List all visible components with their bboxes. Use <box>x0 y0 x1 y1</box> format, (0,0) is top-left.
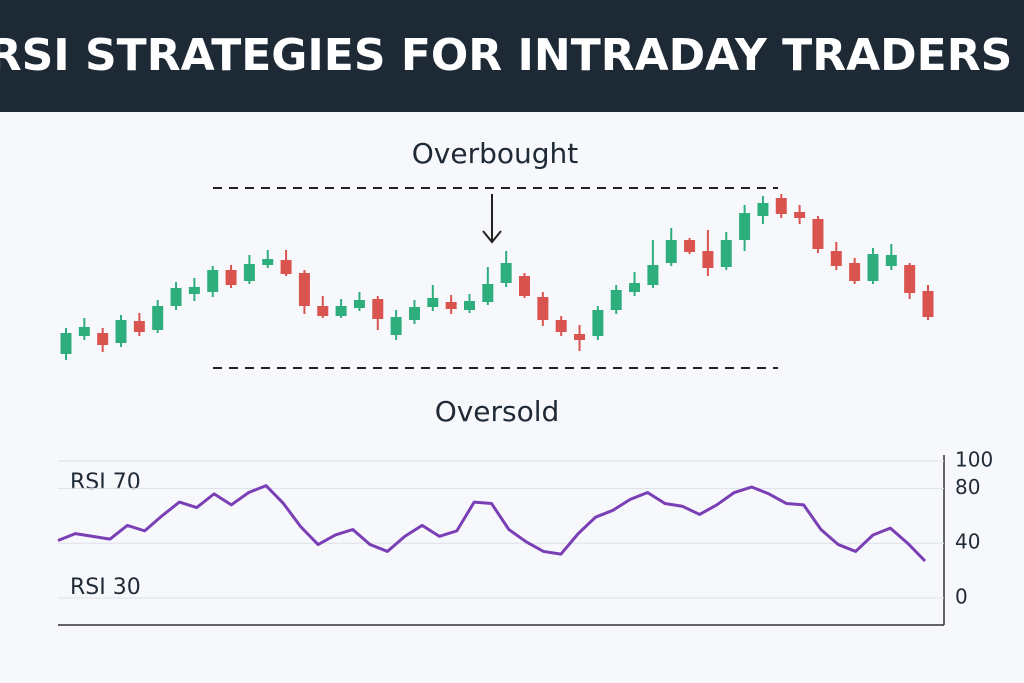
candle-body <box>280 260 292 274</box>
candle-body <box>335 306 347 316</box>
candle-body <box>849 263 861 281</box>
y-tick-label: 0 <box>955 585 968 609</box>
candle-body <box>647 265 659 285</box>
arrow <box>482 194 502 244</box>
candle-body <box>665 240 677 263</box>
y-tick-label: 100 <box>955 448 993 472</box>
overbought-label: Overbought <box>412 137 579 170</box>
candle-body <box>372 299 384 319</box>
candle-body <box>537 297 549 320</box>
candle-body <box>885 255 897 266</box>
candle-body <box>60 333 72 354</box>
candle-body <box>225 270 237 285</box>
candle-body <box>720 240 732 267</box>
candle-body <box>757 203 769 216</box>
y-tick-label: 80 <box>955 475 980 499</box>
candle-body <box>262 259 274 265</box>
candle-body <box>427 298 439 307</box>
candle-body <box>574 334 586 340</box>
candle-body <box>152 306 164 330</box>
candle-body <box>739 213 751 240</box>
candle-body <box>500 263 512 283</box>
candle-body <box>592 310 604 336</box>
candle-body <box>463 301 475 310</box>
candle-body <box>390 317 402 335</box>
candle-body <box>775 198 787 214</box>
oversold-label: Oversold <box>435 395 560 428</box>
candle-body <box>629 283 641 292</box>
title-bar <box>0 0 1024 112</box>
y-tick-label: 40 <box>955 530 980 554</box>
candle-body <box>867 254 879 281</box>
candle-body <box>684 240 696 252</box>
candle-body <box>188 287 200 294</box>
candle-body <box>78 327 90 336</box>
candle-body <box>922 291 934 317</box>
rsi-70-label: RSI 70 <box>70 470 141 495</box>
candle-body <box>353 300 365 308</box>
rsi-30-label: RSI 30 <box>70 575 141 600</box>
candle-body <box>298 273 310 306</box>
candle-body <box>170 288 182 306</box>
candle-body <box>97 333 109 345</box>
candle-body <box>408 307 420 320</box>
candle-body <box>794 212 806 218</box>
candle-body <box>904 265 916 293</box>
candle-body <box>482 284 494 302</box>
candle-body <box>317 306 329 316</box>
candle-body <box>519 276 531 296</box>
candle-body <box>702 251 714 268</box>
candle-body <box>207 270 219 292</box>
rsi-line <box>57 484 927 563</box>
title: RSI STRATEGIES FOR INTRADAY TRADERS <box>0 30 1012 81</box>
candle-body <box>445 302 457 309</box>
candle-body <box>830 251 842 266</box>
candle-body <box>555 320 567 332</box>
candle-body <box>115 320 127 343</box>
candle-body <box>610 290 622 310</box>
candle-body <box>133 321 145 332</box>
candle-body <box>243 264 255 281</box>
candle-body <box>812 219 824 249</box>
